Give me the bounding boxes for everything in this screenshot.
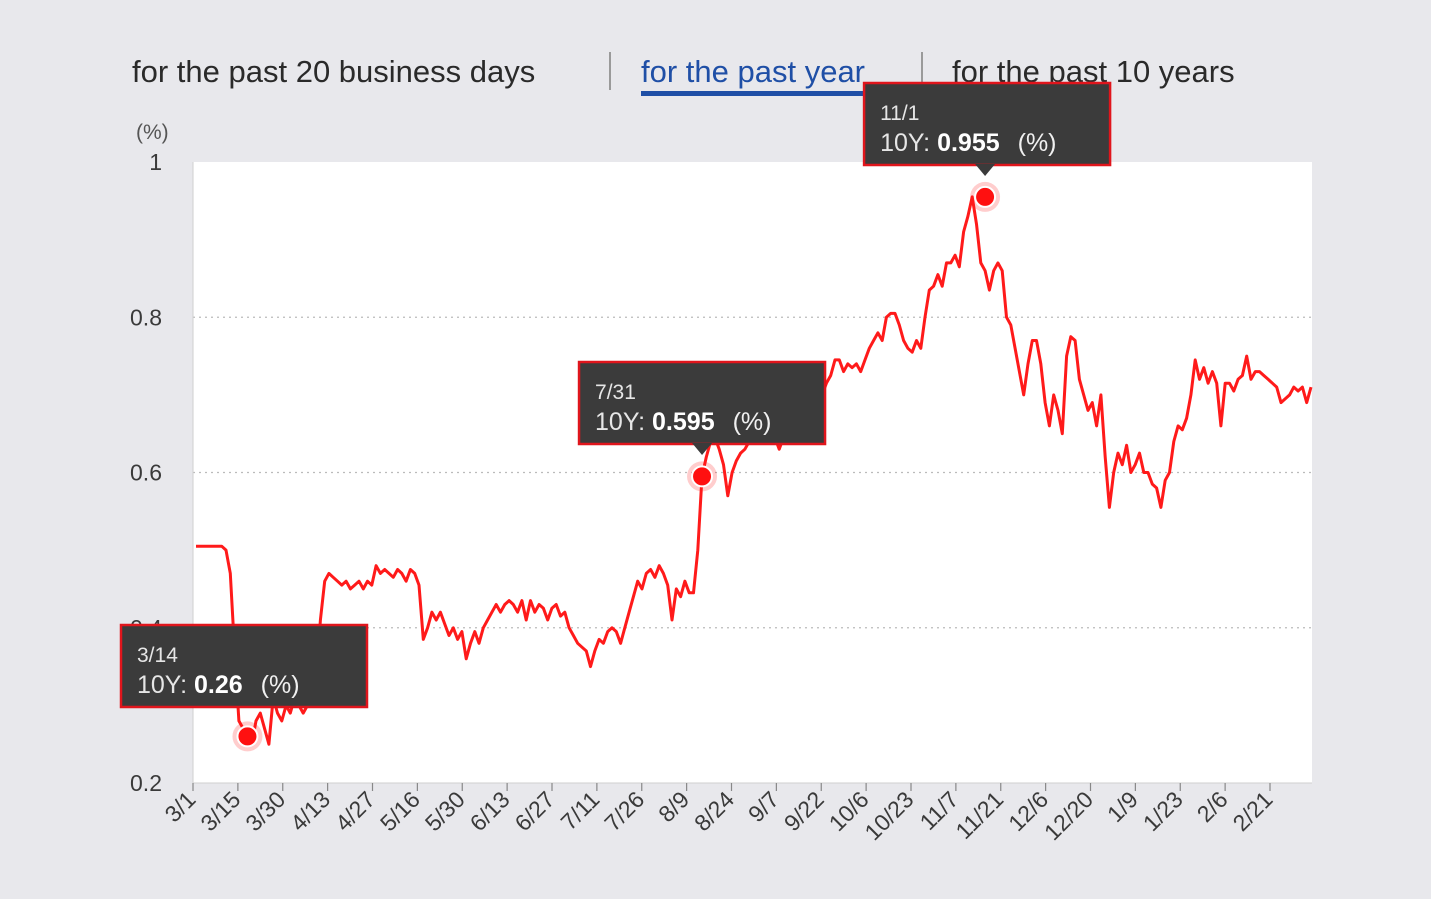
tooltip-value: 0.26	[194, 671, 243, 699]
gridlines	[192, 162, 1312, 784]
tooltip-value: 0.955	[937, 129, 1000, 157]
tooltip-date: 11/1	[880, 102, 919, 125]
x-tick-label: 10/23	[859, 786, 918, 845]
tooltip-value-line: 10Y: 0.26 (%)	[137, 671, 300, 699]
period-tabs: for the past 20 business days for the pa…	[0, 0, 1431, 110]
tooltip-unit: (%)	[261, 671, 300, 699]
tooltip: 11/1 10Y: 0.955 (%)	[862, 81, 1112, 176]
x-tick-label: 2/21	[1227, 786, 1277, 836]
tooltips: 3/14 10Y: 0.26 (%) 7/31 10Y: 0.595 (%) 11/1 10Y…	[119, 81, 1112, 709]
tooltip-date: 7/31	[595, 381, 636, 404]
x-tick-label: 8/9	[653, 786, 694, 827]
y-tick-label: 1	[149, 149, 162, 175]
y-tick-label: 0.2	[130, 770, 162, 796]
highlight-point[interactable]	[232, 721, 263, 752]
tooltip-unit: (%)	[733, 408, 772, 436]
tooltip: 3/14 10Y: 0.26 (%)	[119, 623, 369, 709]
y-unit-label: (%)	[136, 121, 169, 144]
tooltip-series-label: 10Y:	[595, 408, 652, 436]
x-axis-ticks: 3/13/153/304/134/275/165/306/136/277/117…	[160, 783, 1278, 845]
x-tick-label: 3/30	[240, 786, 290, 836]
x-tick-label: 7/11	[556, 786, 605, 835]
x-tick-label: 2/6	[1192, 786, 1233, 827]
tooltip-box	[862, 81, 1112, 167]
tooltip-value-line: 10Y: 0.595 (%)	[595, 408, 771, 436]
tooltip-box	[119, 623, 369, 709]
y-tick-label: 0.8	[130, 304, 162, 330]
highlight-dot	[974, 185, 997, 208]
active-tab-underline	[641, 91, 891, 96]
x-tick-label: 9/7	[743, 786, 784, 827]
x-tick-label: 4/27	[330, 786, 380, 836]
highlight-dot	[691, 465, 714, 488]
x-tick-label: 8/24	[689, 786, 739, 836]
highlight-dot	[236, 725, 259, 748]
tooltip-unit: (%)	[1018, 129, 1057, 157]
x-tick-label: 1/9	[1102, 786, 1143, 827]
x-tick-label: 7/26	[599, 786, 649, 836]
tab-separator	[609, 52, 611, 90]
tab-past-year[interactable]: for the past year	[641, 54, 866, 89]
x-tick-label: 6/13	[465, 786, 515, 836]
highlight-markers	[232, 181, 1001, 752]
x-tick-label: 1/23	[1138, 786, 1188, 836]
x-tick-label: 3/15	[195, 786, 245, 836]
x-tick-label: 4/13	[285, 786, 335, 836]
tooltip-box	[577, 360, 827, 446]
x-tick-label: 12/20	[1039, 786, 1098, 845]
x-tick-label: 3/1	[160, 786, 201, 827]
tooltip-pointer	[975, 164, 996, 176]
x-tick-label: 5/16	[375, 786, 425, 836]
tooltip-date: 3/14	[137, 644, 178, 667]
tooltip: 7/31 10Y: 0.595 (%)	[577, 360, 827, 455]
tooltip-value-line: 10Y: 0.955 (%)	[880, 129, 1056, 157]
tab-separator	[921, 52, 923, 90]
x-tick-label: 5/30	[420, 786, 470, 836]
x-tick-label: 9/22	[779, 786, 829, 836]
y-tick-label: 0.6	[130, 460, 162, 486]
tooltip-series-label: 10Y:	[880, 129, 937, 157]
tooltip-value: 0.595	[652, 408, 715, 436]
tooltip-pointer	[692, 443, 713, 455]
x-tick-label: 11/21	[950, 786, 1008, 844]
highlight-point[interactable]	[687, 461, 718, 492]
tooltip-series-label: 10Y:	[137, 671, 194, 699]
highlight-point[interactable]	[970, 181, 1001, 212]
x-tick-label: 6/27	[509, 786, 559, 836]
tab-past-20-business-days[interactable]: for the past 20 business days	[132, 54, 536, 89]
